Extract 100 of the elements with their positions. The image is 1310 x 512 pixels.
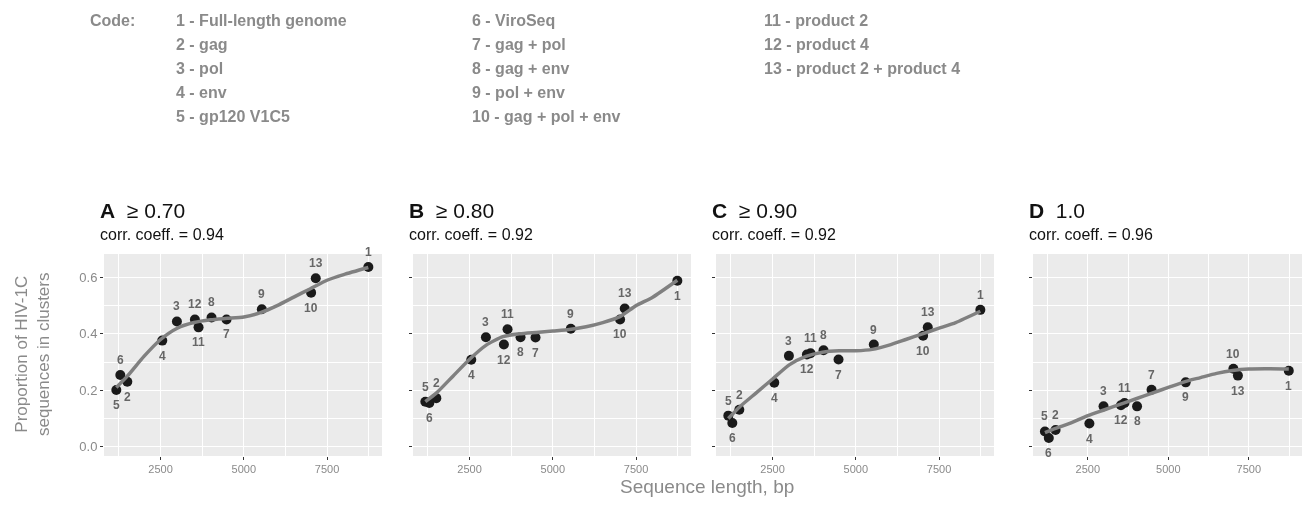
text: 8 - gag + env bbox=[472, 60, 570, 77]
chart-subtitle: corr. coeff. = 0.96 bbox=[1029, 226, 1153, 243]
annotation: 5 bbox=[1041, 409, 1048, 423]
x-tick-label: 5000 bbox=[231, 463, 257, 476]
x-tick-label: 7500 bbox=[623, 463, 649, 476]
annotation: 2 bbox=[433, 376, 440, 390]
annotation: 3 bbox=[785, 334, 792, 348]
point bbox=[833, 354, 844, 365]
annotation: 13 bbox=[921, 305, 935, 319]
annotation: 3 bbox=[173, 299, 180, 313]
annotation: 8 bbox=[820, 328, 827, 342]
text: 4 - env bbox=[176, 84, 227, 101]
annotation: 11 bbox=[192, 335, 206, 349]
point bbox=[498, 339, 509, 350]
annotation: 12 bbox=[800, 362, 814, 376]
chart-subtitle: corr. coeff. = 0.92 bbox=[712, 226, 836, 243]
annotation: 1 bbox=[977, 288, 984, 302]
text: 13 - product 2 + product 4 bbox=[764, 60, 961, 77]
annotation: 9 bbox=[567, 307, 574, 321]
annotation: 9 bbox=[870, 323, 877, 337]
annotation: 2 bbox=[124, 390, 131, 404]
annotation: 6 bbox=[729, 431, 736, 445]
text: 10 - gag + pol + env bbox=[472, 108, 621, 125]
chart-title: B ≥ 0.80 bbox=[409, 199, 495, 222]
text: Code: bbox=[90, 12, 136, 29]
text: 5 - gp120 V1C5 bbox=[176, 108, 290, 125]
annotation: 3 bbox=[1100, 384, 1107, 398]
annotation: 7 bbox=[223, 327, 230, 341]
annotation: 7 bbox=[835, 368, 842, 382]
x-tick-label: 2500 bbox=[1075, 463, 1101, 476]
text: 7 - gag + pol bbox=[472, 36, 566, 53]
point bbox=[502, 324, 513, 335]
annotation: 7 bbox=[1148, 368, 1155, 382]
y-tick-label: 0.0 bbox=[79, 439, 98, 455]
x-tick-label: 7500 bbox=[1236, 463, 1262, 476]
annotation: 10 bbox=[613, 327, 627, 341]
annotation: 3 bbox=[482, 315, 489, 329]
text: Sequence length, bp bbox=[620, 476, 795, 497]
y-tick-label: 0.4 bbox=[79, 326, 98, 342]
annotation: 5 bbox=[422, 380, 429, 394]
chart-title: A ≥ 0.70 bbox=[100, 199, 186, 222]
point bbox=[193, 322, 204, 333]
point bbox=[115, 370, 126, 381]
annotation: 1 bbox=[1285, 379, 1292, 393]
point bbox=[783, 350, 794, 361]
chart-title: D 1.0 bbox=[1029, 199, 1086, 222]
chart-title: C ≥ 0.90 bbox=[712, 199, 798, 222]
y-tick-label: 0.2 bbox=[79, 382, 98, 398]
annotation: 12 bbox=[497, 353, 511, 367]
x-tick-label: 7500 bbox=[926, 463, 952, 476]
x-tick-label: 5000 bbox=[843, 463, 869, 476]
annotation: 12 bbox=[1114, 413, 1128, 427]
text: 1 - Full-length genome bbox=[176, 12, 347, 29]
x-tick-label: 2500 bbox=[148, 463, 173, 476]
chart-subtitle: corr. coeff. = 0.94 bbox=[100, 226, 224, 243]
x-tick-label: 2500 bbox=[457, 463, 482, 476]
annotation: 4 bbox=[468, 368, 475, 382]
annotation: 10 bbox=[1226, 347, 1240, 361]
annotation: 11 bbox=[804, 331, 818, 345]
annotation: 6 bbox=[1045, 446, 1052, 460]
annotation: 1 bbox=[674, 289, 681, 303]
annotation: 9 bbox=[258, 287, 265, 301]
y-tick-label: 0.6 bbox=[79, 269, 98, 285]
text: 2 - gag bbox=[176, 36, 228, 53]
annotation: 13 bbox=[1231, 384, 1245, 398]
point bbox=[171, 316, 182, 327]
annotation: 12 bbox=[188, 297, 202, 311]
annotation: 11 bbox=[1118, 381, 1132, 395]
annotation: 2 bbox=[736, 388, 743, 402]
annotation: 9 bbox=[1182, 390, 1189, 404]
annotation: 13 bbox=[309, 256, 323, 270]
point bbox=[1043, 432, 1054, 443]
annotation: 6 bbox=[117, 353, 124, 367]
point bbox=[1132, 401, 1143, 412]
text: 3 - pol bbox=[176, 60, 224, 77]
annotation: 1 bbox=[365, 245, 372, 259]
point bbox=[1232, 370, 1243, 381]
text: 9 - pol + env bbox=[472, 84, 566, 101]
chart-subtitle: corr. coeff. = 0.92 bbox=[409, 226, 533, 243]
annotation: 6 bbox=[426, 411, 433, 425]
annotation: 13 bbox=[618, 286, 632, 300]
point bbox=[310, 273, 321, 284]
y-axis-title: Proportion of HIV-1C sequences in clusters bbox=[12, 272, 54, 436]
annotation: 11 bbox=[501, 307, 515, 321]
annotation: 7 bbox=[532, 346, 539, 360]
annotation: 8 bbox=[1134, 414, 1141, 428]
annotation: 2 bbox=[1052, 408, 1059, 422]
x-tick-label: 5000 bbox=[1156, 463, 1181, 476]
annotation: 4 bbox=[771, 391, 778, 405]
point bbox=[480, 332, 491, 343]
annotation: 8 bbox=[208, 295, 215, 309]
annotation: 5 bbox=[725, 394, 732, 408]
annotation: 4 bbox=[1086, 432, 1093, 446]
x-tick-label: 7500 bbox=[314, 463, 340, 476]
annotation: 8 bbox=[517, 345, 524, 359]
text: 12 - product 4 bbox=[764, 36, 870, 53]
annotation: 4 bbox=[159, 349, 166, 363]
x-tick-label: 2500 bbox=[760, 463, 785, 476]
annotation: 10 bbox=[916, 344, 930, 358]
text: 6 - ViroSeq bbox=[472, 12, 556, 29]
